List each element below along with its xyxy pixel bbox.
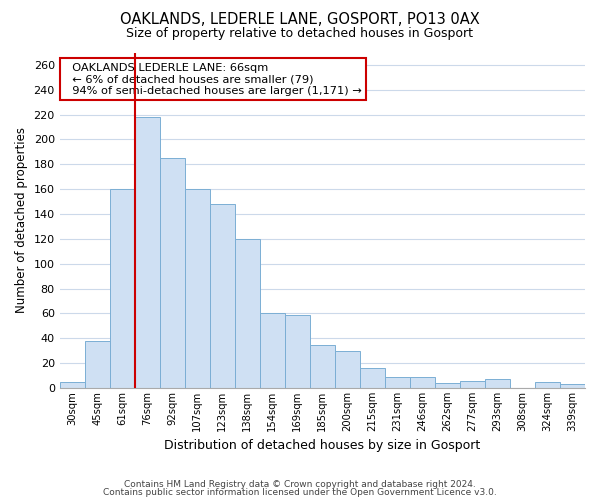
Bar — [310, 344, 335, 388]
Bar — [460, 380, 485, 388]
Text: Size of property relative to detached houses in Gosport: Size of property relative to detached ho… — [127, 28, 473, 40]
Bar — [135, 117, 160, 388]
Text: OAKLANDS LEDERLE LANE: 66sqm
  ← 6% of detached houses are smaller (79)
  94% of: OAKLANDS LEDERLE LANE: 66sqm ← 6% of det… — [65, 62, 362, 96]
Bar — [485, 380, 510, 388]
Bar — [360, 368, 385, 388]
Bar — [235, 239, 260, 388]
Text: Contains HM Land Registry data © Crown copyright and database right 2024.: Contains HM Land Registry data © Crown c… — [124, 480, 476, 489]
Bar — [285, 314, 310, 388]
Bar — [410, 377, 435, 388]
Bar — [435, 383, 460, 388]
Text: OAKLANDS, LEDERLE LANE, GOSPORT, PO13 0AX: OAKLANDS, LEDERLE LANE, GOSPORT, PO13 0A… — [120, 12, 480, 28]
Bar — [260, 314, 285, 388]
Bar — [210, 204, 235, 388]
Bar — [160, 158, 185, 388]
Y-axis label: Number of detached properties: Number of detached properties — [15, 128, 28, 314]
Bar — [535, 382, 560, 388]
Bar — [560, 384, 585, 388]
Bar — [85, 341, 110, 388]
Bar — [59, 382, 85, 388]
Bar — [185, 189, 210, 388]
Bar — [385, 377, 410, 388]
Text: Contains public sector information licensed under the Open Government Licence v3: Contains public sector information licen… — [103, 488, 497, 497]
Bar — [110, 189, 135, 388]
X-axis label: Distribution of detached houses by size in Gosport: Distribution of detached houses by size … — [164, 440, 481, 452]
Bar — [335, 350, 360, 388]
